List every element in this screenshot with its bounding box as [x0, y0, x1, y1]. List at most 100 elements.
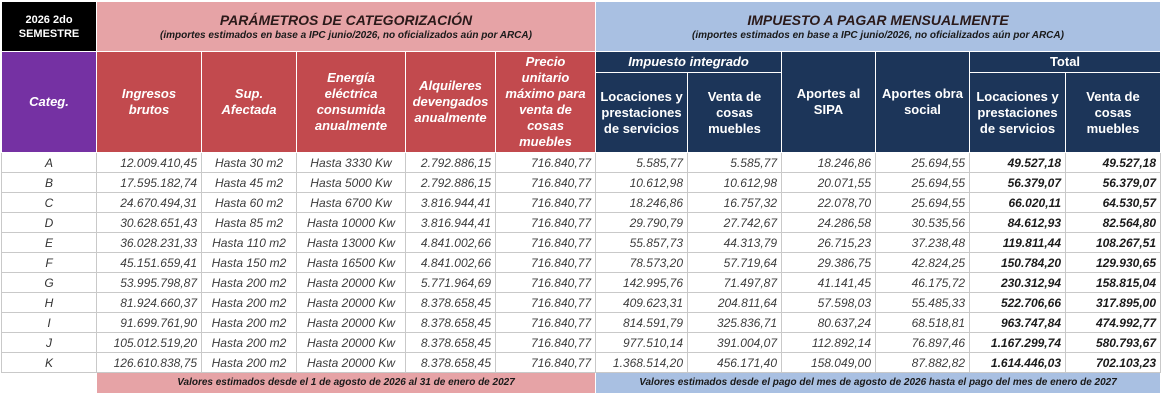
cell-energia: Hasta 16500 Kw — [296, 252, 406, 273]
cell-sup-afectada: Hasta 85 m2 — [201, 212, 297, 233]
cell-total-venta: 64.530,57 — [1065, 192, 1161, 213]
cell-aportes-obra-social: 68.518,81 — [875, 312, 970, 333]
cell-precio-unitario: 716.840,77 — [495, 252, 596, 273]
header-alquileres: Alquileres devengados anualmente — [405, 51, 496, 153]
cell-impuesto-venta: 10.612,98 — [687, 172, 782, 193]
cell-energia: Hasta 13000 Kw — [296, 232, 406, 253]
cell-sup-afectada: Hasta 200 m2 — [201, 272, 297, 293]
cell-sup-afectada: Hasta 200 m2 — [201, 332, 297, 353]
cell-impuesto-venta: 325.836,71 — [687, 312, 782, 333]
cell-sup-afectada: Hasta 110 m2 — [201, 232, 297, 253]
cell-ingresos-brutos: 12.009.410,45 — [96, 152, 202, 173]
cell-aportes-obra-social: 42.824,25 — [875, 252, 970, 273]
cell-aportes-sipa: 112.892,14 — [781, 332, 876, 353]
cell-impuesto-locaciones: 409.623,31 — [595, 292, 688, 313]
header-total: Total — [969, 51, 1161, 73]
header-precio-unitario: Precio unitario máximo para venta de cos… — [495, 51, 596, 153]
cell-aportes-obra-social: 25.694,55 — [875, 192, 970, 213]
cell-aportes-obra-social: 25.694,55 — [875, 152, 970, 173]
header-categ: Categ. — [1, 51, 97, 153]
cell-categoria: D — [1, 212, 97, 233]
cell-precio-unitario: 716.840,77 — [495, 272, 596, 293]
semester-line2: SEMESTRE — [18, 27, 80, 40]
header-sup-afectada: Sup. Afectada — [201, 51, 297, 153]
cell-categoria: F — [1, 252, 97, 273]
cell-alquileres: 2.792.886,15 — [405, 172, 496, 193]
cell-total-venta: 49.527,18 — [1065, 152, 1161, 173]
cell-total-venta: 129.930,65 — [1065, 252, 1161, 273]
cell-energia: Hasta 10000 Kw — [296, 212, 406, 233]
cell-total-locaciones: 150.784,20 — [969, 252, 1066, 273]
cell-categoria: B — [1, 172, 97, 193]
cell-impuesto-venta: 204.811,64 — [687, 292, 782, 313]
cell-impuesto-locaciones: 1.368.514,20 — [595, 352, 688, 373]
cell-precio-unitario: 716.840,77 — [495, 212, 596, 233]
header-total-venta: Venta de cosas muebles — [1065, 72, 1161, 153]
cell-total-locaciones: 963.747,84 — [969, 312, 1066, 333]
cell-categoria: J — [1, 332, 97, 353]
cell-impuesto-locaciones: 78.573,20 — [595, 252, 688, 273]
cell-categoria: K — [1, 352, 97, 373]
cell-categoria: H — [1, 292, 97, 313]
table-row: F 45.151.659,41 Hasta 150 m2 Hasta 16500 Kw… — [1, 252, 1161, 273]
cell-impuesto-locaciones: 142.995,76 — [595, 272, 688, 293]
cell-total-venta: 108.267,51 — [1065, 232, 1161, 253]
cell-total-venta: 580.793,67 — [1065, 332, 1161, 353]
cell-sup-afectada: Hasta 150 m2 — [201, 252, 297, 273]
cell-categoria: G — [1, 272, 97, 293]
table-row: B 17.595.182,74 Hasta 45 m2 Hasta 5000 Kw 2.… — [1, 172, 1161, 193]
cell-sup-afectada: Hasta 60 m2 — [201, 192, 297, 213]
cell-impuesto-locaciones: 29.790,79 — [595, 212, 688, 233]
tax-title: IMPUESTO A PAGAR MENSUALMENTE — [747, 11, 1009, 28]
cell-aportes-obra-social: 25.694,55 — [875, 172, 970, 193]
cell-impuesto-locaciones: 814.591,79 — [595, 312, 688, 333]
cell-impuesto-venta: 71.497,87 — [687, 272, 782, 293]
cell-aportes-obra-social: 46.175,72 — [875, 272, 970, 293]
semester-label: 2026 2do SEMESTRE — [1, 1, 97, 52]
params-validity-note: Valores estimados desde el 1 de agosto d… — [96, 372, 596, 394]
cell-impuesto-locaciones: 55.857,73 — [595, 232, 688, 253]
cell-total-locaciones: 49.527,18 — [969, 152, 1066, 173]
header-impuesto-integrado: Impuesto integrado — [595, 51, 782, 73]
cell-sup-afectada: Hasta 45 m2 — [201, 172, 297, 193]
cell-precio-unitario: 716.840,77 — [495, 192, 596, 213]
params-title: PARÁMETROS DE CATEGORIZACIÓN — [219, 11, 473, 28]
cell-total-locaciones: 1.167.299,74 — [969, 332, 1066, 353]
cell-impuesto-venta: 57.719,64 — [687, 252, 782, 273]
cell-aportes-sipa: 158.049,00 — [781, 352, 876, 373]
cell-energia: Hasta 20000 Kw — [296, 292, 406, 313]
cell-energia: Hasta 20000 Kw — [296, 332, 406, 353]
cell-ingresos-brutos: 36.028.231,33 — [96, 232, 202, 253]
cell-impuesto-venta: 16.757,32 — [687, 192, 782, 213]
cell-total-locaciones: 84.612,93 — [969, 212, 1066, 233]
cell-energia: Hasta 20000 Kw — [296, 272, 406, 293]
cell-impuesto-venta: 27.742,67 — [687, 212, 782, 233]
cell-energia: Hasta 20000 Kw — [296, 312, 406, 333]
cell-ingresos-brutos: 30.628.651,43 — [96, 212, 202, 233]
tax-validity-note: Valores estimados desde el pago del mes … — [595, 372, 1161, 394]
cell-precio-unitario: 716.840,77 — [495, 332, 596, 353]
cell-impuesto-venta: 5.585,77 — [687, 152, 782, 173]
header-ingresos: Ingresos brutos — [96, 51, 202, 153]
table-body: A 12.009.410,45 Hasta 30 m2 Hasta 3330 Kw 2.… — [1, 152, 1161, 373]
table-row: K 126.610.838,75 Hasta 200 m2 Hasta 20000 K… — [1, 352, 1161, 373]
cell-aportes-sipa: 24.286,58 — [781, 212, 876, 233]
cell-total-locaciones: 230.312,94 — [969, 272, 1066, 293]
cell-sup-afectada: Hasta 200 m2 — [201, 352, 297, 373]
header-aportes-obra-social: Aportes obra social — [875, 51, 970, 153]
cell-total-locaciones: 522.706,66 — [969, 292, 1066, 313]
cell-impuesto-locaciones: 977.510,14 — [595, 332, 688, 353]
cell-aportes-sipa: 41.141,45 — [781, 272, 876, 293]
table-row: E 36.028.231,33 Hasta 110 m2 Hasta 13000 Kw… — [1, 232, 1161, 253]
cell-aportes-obra-social: 37.238,48 — [875, 232, 970, 253]
cell-aportes-obra-social: 87.882,82 — [875, 352, 970, 373]
cell-total-locaciones: 56.379,07 — [969, 172, 1066, 193]
cell-ingresos-brutos: 81.924.660,37 — [96, 292, 202, 313]
cell-alquileres: 3.816.944,41 — [405, 192, 496, 213]
cell-precio-unitario: 716.840,77 — [495, 172, 596, 193]
cell-alquileres: 3.816.944,41 — [405, 212, 496, 233]
cell-alquileres: 2.792.886,15 — [405, 152, 496, 173]
table-row: I 91.699.761,90 Hasta 200 m2 Hasta 20000 Kw… — [1, 312, 1161, 333]
cell-total-venta: 317.895,00 — [1065, 292, 1161, 313]
params-subtitle: (importes estimados en base a IPC junio/… — [160, 29, 532, 41]
